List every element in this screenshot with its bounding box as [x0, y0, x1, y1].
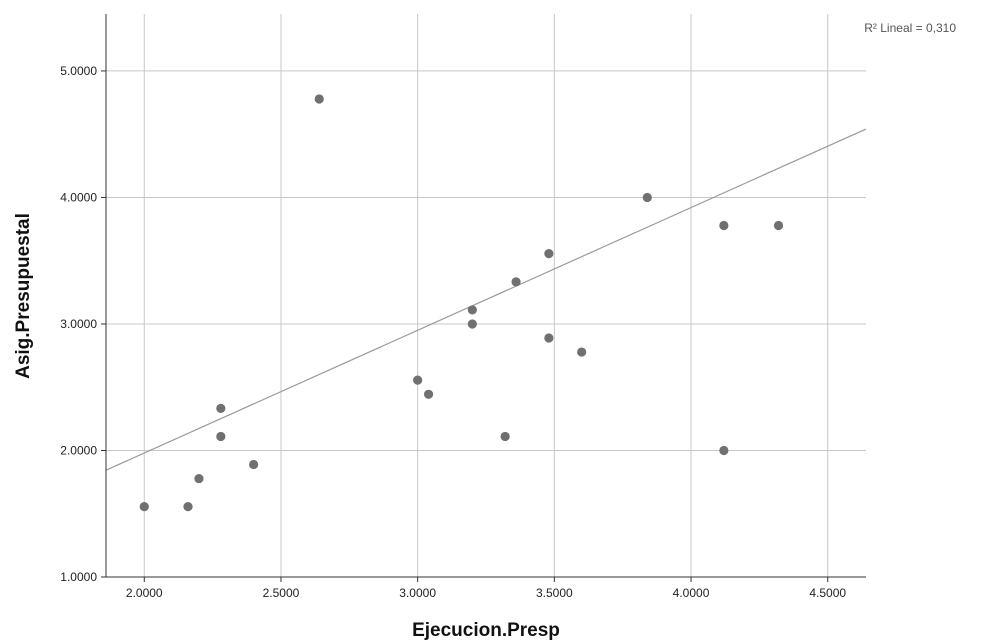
x-tick-label: 4.0000: [673, 586, 710, 600]
data-point: [500, 431, 510, 442]
data-point: [773, 220, 784, 231]
y-tick-label: 1.0000: [60, 570, 97, 584]
axes: [101, 14, 866, 582]
data-point: [544, 333, 554, 343]
x-tick-label: 4.5000: [809, 586, 846, 600]
fit-line: [105, 128, 867, 471]
data-point: [719, 220, 729, 231]
y-tick-label: 5.0000: [60, 64, 97, 78]
y-tick-label: 3.0000: [60, 317, 97, 331]
data-point: [216, 431, 226, 442]
data-point: [511, 277, 521, 287]
y-tick-labels: 1.0000 2.0000 3.0000 4.0000 5.0000: [60, 64, 97, 584]
data-point: [413, 375, 423, 385]
data-point: [249, 459, 259, 470]
x-axis-title: Ejecucion.Presp: [412, 620, 560, 641]
data-point: [544, 249, 554, 259]
data-point: [467, 319, 477, 329]
grid-lines: [106, 14, 866, 578]
data-point: [183, 502, 193, 512]
fit-line-group: [105, 128, 867, 471]
y-axis-title: Asig.Presupuestal: [13, 213, 34, 379]
x-tick-label: 3.0000: [399, 586, 436, 600]
data-point: [642, 192, 652, 203]
y-tick-label: 2.0000: [60, 443, 97, 457]
data-point: [139, 502, 149, 512]
data-point: [423, 389, 434, 399]
x-tick-label: 2.0000: [126, 586, 163, 600]
y-tick-label: 4.0000: [60, 190, 97, 204]
x-tick-label: 2.5000: [263, 586, 300, 600]
data-point: [216, 403, 226, 413]
data-point: [314, 94, 324, 104]
x-tick-label: 3.5000: [536, 586, 573, 600]
data-point: [194, 473, 204, 484]
data-point: [467, 305, 477, 315]
r-squared-annotation: R² Lineal = 0,310: [864, 21, 956, 35]
x-tick-labels: 2.0000 2.5000 3.0000 3.5000 4.0000 4.5000: [126, 586, 846, 600]
data-point: [719, 445, 729, 456]
data-point: [577, 347, 587, 357]
data-points: [139, 94, 784, 512]
